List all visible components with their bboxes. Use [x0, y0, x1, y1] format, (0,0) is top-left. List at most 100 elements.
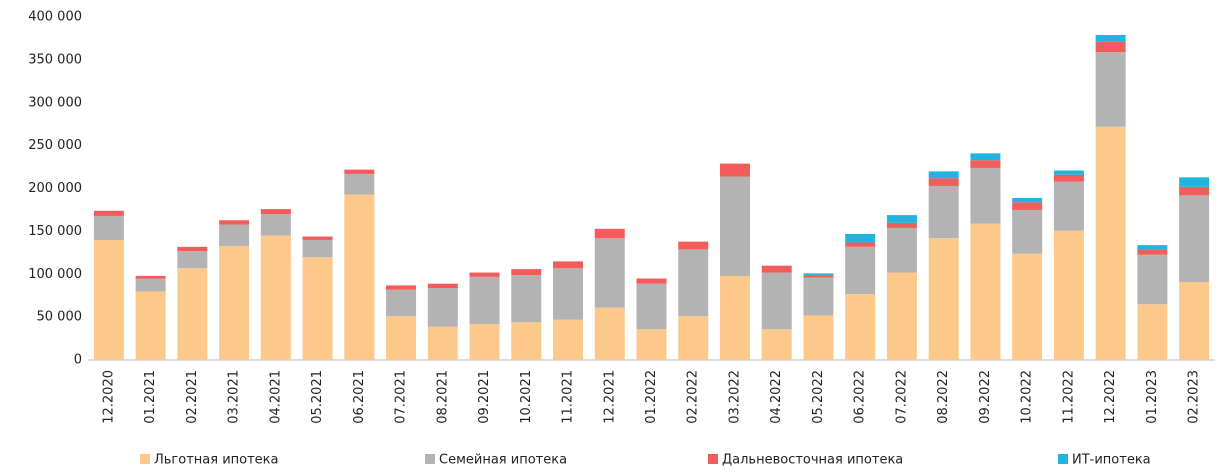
bar-segment [886, 227, 917, 273]
legend-swatch [140, 454, 150, 464]
y-tick-label: 250 000 [28, 138, 82, 153]
bar-segment [511, 275, 542, 323]
bar-segment [1137, 254, 1168, 305]
bar-segment [1053, 181, 1084, 231]
y-tick-label: 200 000 [28, 181, 82, 196]
bar-segment [761, 329, 792, 360]
bar-segment [177, 246, 208, 252]
legend-swatch [708, 454, 718, 464]
bar-segment [344, 194, 375, 360]
bar-segment [1012, 202, 1043, 210]
y-tick-label: 100 000 [28, 267, 82, 282]
bar-segment [845, 242, 876, 247]
x-tick-label: 06.2022 [853, 370, 868, 424]
bar-segment [344, 173, 375, 195]
legend-swatch [425, 454, 435, 464]
bar-segment [845, 233, 876, 243]
bar-segment [719, 176, 750, 276]
bar-segment [1012, 253, 1043, 360]
bar-segment [219, 245, 250, 360]
bar-segment [219, 220, 250, 225]
legend-swatch [1058, 454, 1068, 464]
bar-segment [1179, 177, 1210, 187]
bar-segment [594, 307, 625, 360]
bar-segment [970, 167, 1001, 224]
legend-label: Семейная ипотека [439, 453, 567, 468]
bar-segment [886, 222, 917, 228]
bar-segment [427, 326, 458, 360]
x-tick-label: 08.2021 [435, 370, 450, 424]
bar-segment [511, 269, 542, 276]
x-tick-label: 01.2021 [143, 370, 158, 424]
x-tick-label: 04.2022 [769, 370, 784, 424]
x-tick-label: 01.2023 [1145, 370, 1160, 424]
x-tick-label: 12.2022 [1103, 370, 1118, 424]
x-tick-label: 05.2021 [310, 370, 325, 424]
bar-segment [1179, 281, 1210, 360]
bar-segment [135, 275, 166, 279]
bar-segment [928, 178, 959, 186]
y-tick-label: 0 [74, 353, 82, 368]
bar-segment [302, 239, 333, 258]
bar-segment [177, 268, 208, 360]
bar-segment [469, 276, 500, 324]
bar-segment [1012, 209, 1043, 254]
bar-segment [469, 272, 500, 277]
legend-label: Льготная ипотека [154, 453, 279, 468]
bar-segment [260, 209, 291, 215]
x-tick-label: 02.2023 [1187, 370, 1202, 424]
legend-label: Дальневосточная ипотека [722, 453, 903, 468]
x-tick-label: 03.2022 [727, 370, 742, 424]
bar-segment [594, 238, 625, 308]
x-tick-label: 08.2022 [936, 370, 951, 424]
bar-segment [678, 316, 709, 360]
bar-segment [845, 293, 876, 360]
bar-segment [803, 315, 834, 360]
y-tick-label: 400 000 [28, 10, 82, 25]
bar-segment [803, 273, 834, 276]
x-tick-label: 09.2022 [978, 370, 993, 424]
bar-segment [970, 223, 1001, 360]
bar-segment [845, 246, 876, 294]
x-tick-label: 07.2022 [894, 370, 909, 424]
bar-segment [511, 322, 542, 360]
bar-segment [260, 214, 291, 236]
y-tick-label: 300 000 [28, 95, 82, 110]
bar-segment [1095, 126, 1126, 360]
bar-segment [302, 257, 333, 360]
x-tick-label: 12.2020 [101, 370, 116, 424]
bar-segment [803, 277, 834, 316]
bar-segment [1137, 304, 1168, 360]
bar-segment [928, 185, 959, 239]
bar-segment [803, 275, 834, 278]
bar-segment [344, 169, 375, 174]
bar-segment [594, 228, 625, 239]
bar-segment [1095, 41, 1126, 53]
bar-segment [553, 268, 584, 320]
x-tick-label: 02.2021 [185, 370, 200, 424]
bar-segment [386, 285, 417, 290]
bar-segment [761, 272, 792, 330]
bar-segment [219, 224, 250, 246]
bar-segment [386, 289, 417, 317]
bar-segment [302, 236, 333, 240]
bar-segment [1179, 195, 1210, 282]
bar-segment [1053, 174, 1084, 182]
x-tick-label: 04.2021 [268, 370, 283, 424]
x-tick-label: 03.2021 [227, 370, 242, 424]
bar-segment [427, 283, 458, 288]
bar-segment [970, 160, 1001, 168]
x-tick-label: 07.2021 [394, 370, 409, 424]
bar-segment [886, 272, 917, 360]
bar-segment [636, 283, 667, 330]
bar-segment [928, 238, 959, 360]
x-tick-label: 10.2021 [519, 370, 534, 424]
x-tick-label: 12.2021 [602, 370, 617, 424]
bar-segment [719, 275, 750, 360]
bar-segment [553, 319, 584, 360]
bar-segment [886, 215, 917, 223]
x-tick-label: 11.2022 [1061, 370, 1076, 424]
bar-segment [678, 241, 709, 250]
bar-segment [970, 153, 1001, 161]
